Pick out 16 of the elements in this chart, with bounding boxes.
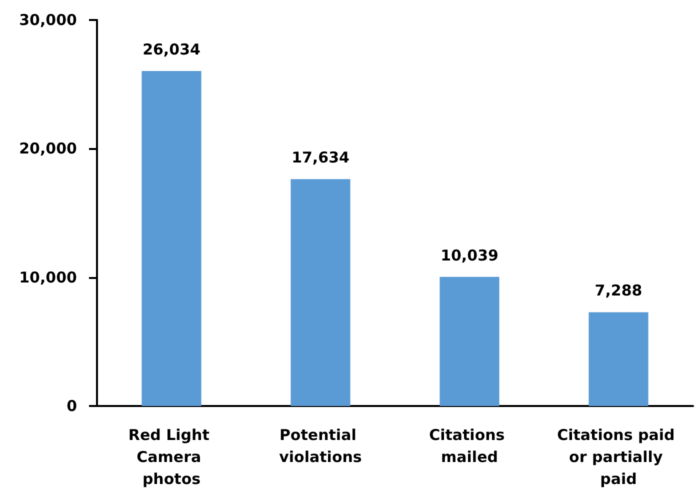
bar bbox=[440, 276, 500, 406]
bar bbox=[588, 312, 648, 406]
y-tick-label: 10,000 bbox=[19, 268, 77, 286]
y-tick-label: 30,000 bbox=[19, 11, 77, 29]
data-label: 26,034 bbox=[142, 40, 200, 59]
data-label: 17,634 bbox=[292, 148, 350, 167]
data-label: 10,039 bbox=[440, 246, 498, 264]
x-tick-label: Potential violations bbox=[279, 426, 362, 466]
bar bbox=[290, 179, 350, 406]
y-tick-label: 20,000 bbox=[19, 140, 77, 158]
data-label: 7,288 bbox=[594, 282, 642, 300]
bar bbox=[142, 71, 202, 406]
x-tick-label: Red Light Camera photos bbox=[128, 426, 215, 488]
y-tick-label: 0 bbox=[66, 397, 77, 415]
x-tick-label: Citations paid or partially paid bbox=[557, 426, 680, 488]
x-tick-label: Citations mailed bbox=[429, 426, 510, 466]
